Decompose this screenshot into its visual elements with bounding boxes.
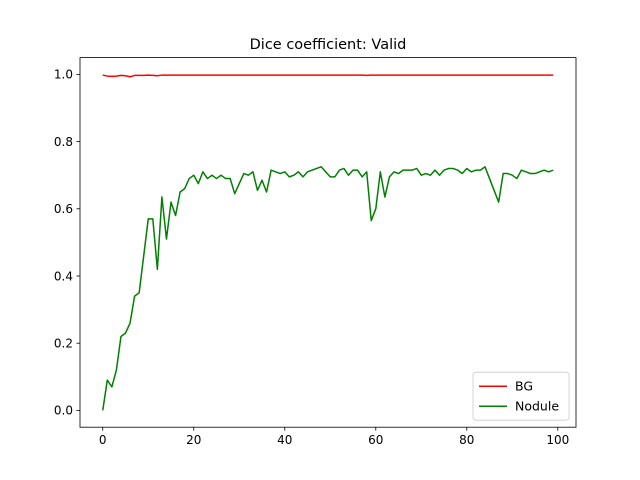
y-tick-label: 0.6 — [54, 202, 73, 216]
x-tick-label: 0 — [99, 433, 107, 447]
plot-frame — [79, 57, 577, 428]
y-tick-label: 0.4 — [54, 269, 73, 283]
x-tick-label: 100 — [546, 433, 569, 447]
chart-title: Dice coefficient: Valid — [250, 37, 407, 53]
legend: BG Nodule — [472, 371, 570, 421]
y-axis: 0.0 0.2 0.4 0.6 0.8 1.0 — [54, 68, 80, 418]
x-tick-label: 40 — [277, 433, 292, 447]
legend-label-nodule: Nodule — [515, 399, 559, 414]
series-line-bg — [102, 74, 554, 78]
x-axis: 0 20 40 60 80 100 — [99, 427, 569, 447]
plot-area — [79, 57, 577, 428]
legend-box — [472, 371, 570, 421]
x-tick-label: 80 — [459, 433, 474, 447]
series-group — [102, 74, 554, 411]
legend-label-bg: BG — [515, 379, 533, 394]
series-line-nodule — [102, 166, 554, 411]
y-tick-label: 1.0 — [54, 68, 73, 82]
x-tick-label: 20 — [186, 433, 201, 447]
x-tick-label: 60 — [368, 433, 383, 447]
y-tick-label: 0.0 — [54, 404, 73, 418]
y-tick-label: 0.8 — [54, 135, 73, 149]
y-tick-label: 0.2 — [54, 337, 73, 351]
